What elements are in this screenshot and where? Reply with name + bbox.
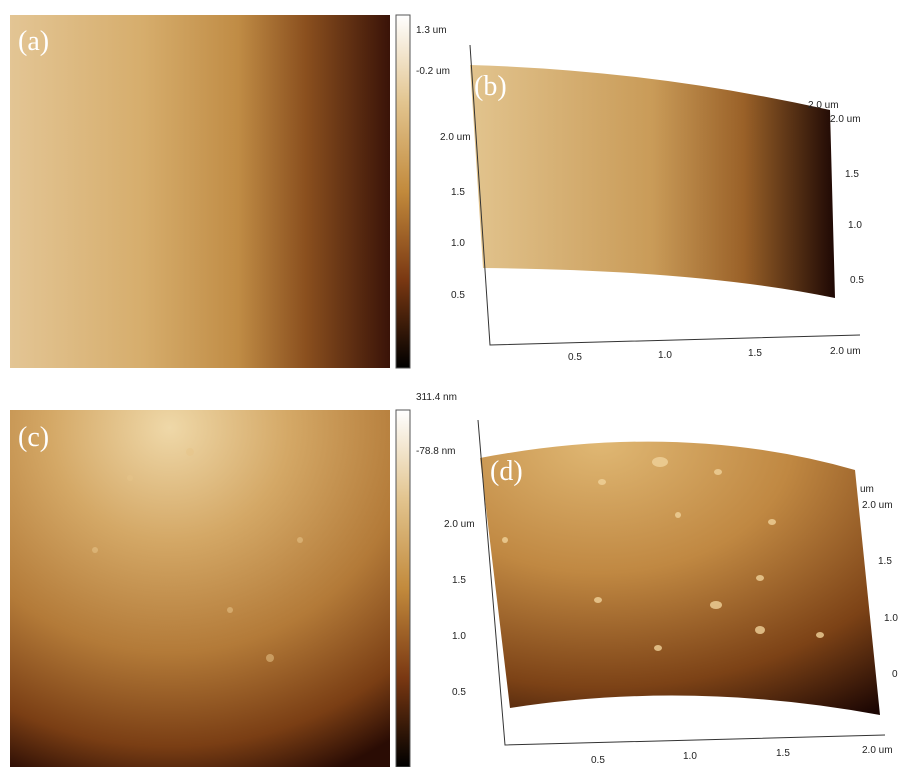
tick-label: 0.5 <box>850 275 864 286</box>
tick-label: 1.0 <box>683 751 697 762</box>
colorbar <box>396 15 410 368</box>
tick-label: 1.5 <box>451 187 465 198</box>
tick-label: 2.0 um <box>440 132 471 143</box>
tick-label: 1.0 <box>848 220 862 231</box>
left-axis: 2.0 um 1.5 1.0 0.5 <box>440 132 471 301</box>
tick-label: 2.0 um <box>862 745 893 756</box>
tick-label: 0.5 <box>452 687 466 698</box>
figure: (a) 1.3 um -0.2 um (b) 2.0 um 1.5 1.0 0.… <box>0 0 901 767</box>
tick-label: 1.5 <box>878 556 892 567</box>
bottom-axis: 0.5 1.0 1.5 2.0 um <box>568 346 861 363</box>
tick-label: 1.5 <box>452 575 466 586</box>
tick-label: 0.5 <box>451 290 465 301</box>
panel-label: (a) <box>18 26 49 57</box>
panel-label: (c) <box>18 422 49 453</box>
tick-label: 2.0 um <box>862 500 893 511</box>
tick-label: 0.5 <box>591 755 605 766</box>
colorbar-max: 1.3 um <box>416 25 447 36</box>
tick-label: 1.5 <box>776 748 790 759</box>
left-axis: 2.0 um 1.5 1.0 0.5 <box>444 519 475 698</box>
colorbar-min: -78.8 nm <box>416 446 455 457</box>
tick-label: um <box>860 484 874 495</box>
colorbar-max: 311.4 nm <box>416 392 457 403</box>
tick-label: 0.5 <box>568 352 582 363</box>
surface-3d <box>470 65 835 298</box>
tick-label: 1.0 <box>658 350 672 361</box>
tick-label: 1.0 <box>884 613 898 624</box>
tick-label: 1.0 <box>451 238 465 249</box>
afm-image <box>10 410 390 767</box>
tick-label: 1.0 <box>452 631 466 642</box>
tick-label: 1.5 <box>845 169 859 180</box>
surface-3d <box>480 442 880 715</box>
tick-label: 2.0 um <box>808 100 839 111</box>
panel-label: (b) <box>474 71 507 102</box>
tick-label: 0 <box>892 669 898 680</box>
tick-label: 2.0 um <box>444 519 475 530</box>
tick-label: 2.0 um <box>830 346 861 357</box>
bottom-axis: 0.5 1.0 1.5 2.0 um <box>591 745 893 766</box>
tick-label: 2.0 um <box>830 114 861 125</box>
colorbar-min: -0.2 um <box>416 66 450 77</box>
colorbar <box>396 410 410 767</box>
panel-label: (d) <box>490 456 523 487</box>
tick-label: 1.5 <box>748 348 762 359</box>
afm-image <box>10 15 390 368</box>
